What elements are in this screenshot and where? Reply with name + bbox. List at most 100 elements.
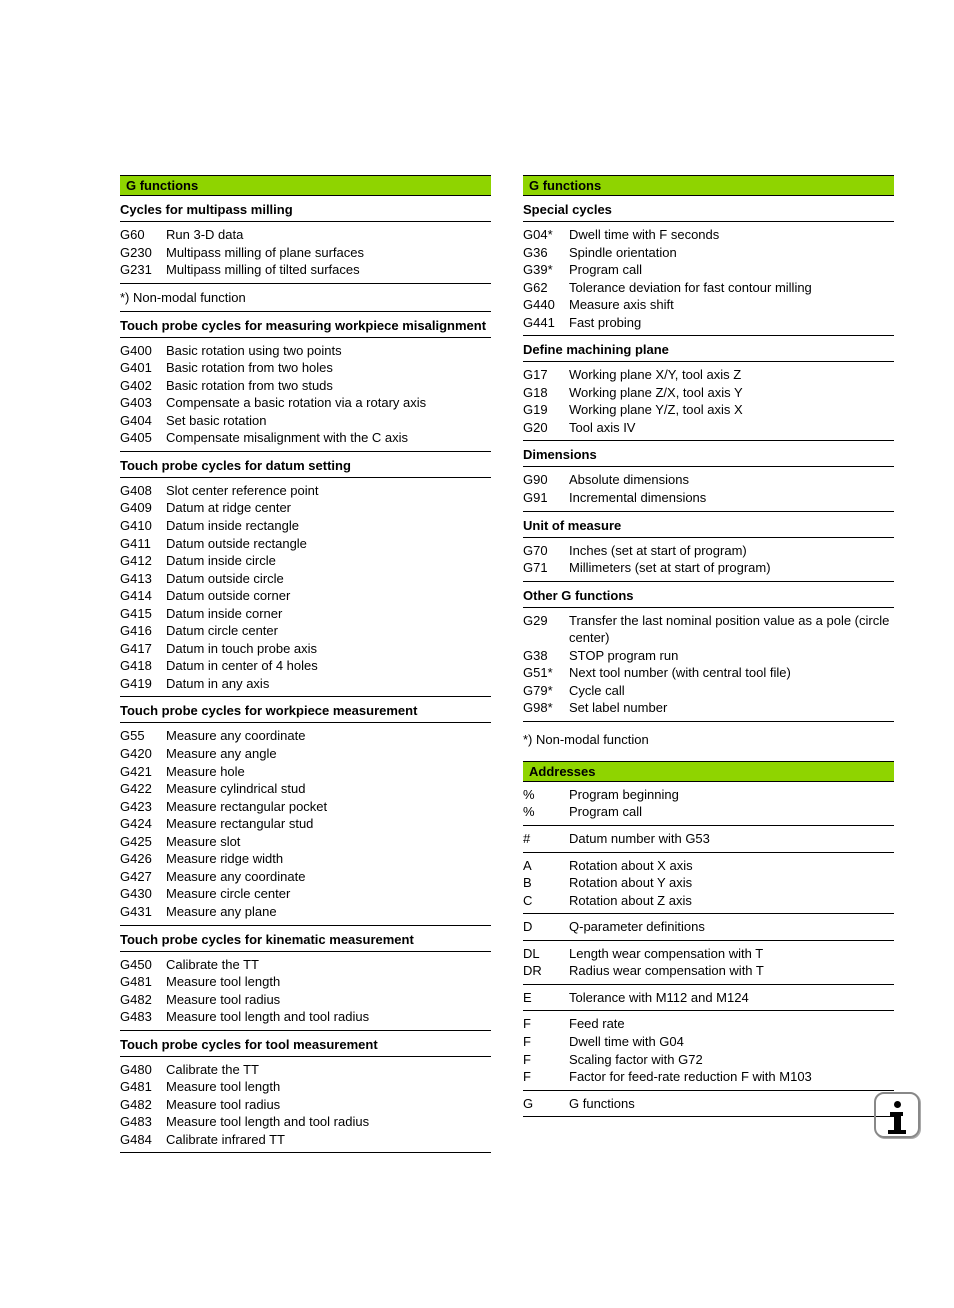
section-rows: G55Measure any coordinate G420Measure an…: [120, 727, 491, 924]
desc: Datum inside circle: [166, 552, 491, 570]
table-row: FDwell time with G04: [523, 1033, 894, 1051]
desc: Datum number with G53: [569, 830, 894, 848]
desc: Tolerance with M112 and M124: [569, 989, 894, 1007]
desc: Measure cylindrical stud: [166, 780, 491, 798]
table-row: ETolerance with M112 and M124: [523, 989, 894, 1007]
table-row: CRotation about Z axis: [523, 892, 894, 910]
table-row: G20Tool axis IV: [523, 419, 894, 437]
desc: Datum circle center: [166, 622, 491, 640]
desc: Measure tool length and tool radius: [166, 1008, 491, 1026]
table-row: G410Datum inside rectangle: [120, 517, 491, 535]
desc: Measure ridge width: [166, 850, 491, 868]
table-row: G416Datum circle center: [120, 622, 491, 640]
code: G402: [120, 377, 166, 395]
code: G411: [120, 535, 166, 553]
code: G70: [523, 542, 569, 560]
table-row: DLLength wear compensation with T: [523, 945, 894, 963]
desc: Basic rotation from two studs: [166, 377, 491, 395]
desc: Dwell time with F seconds: [569, 226, 894, 244]
table-row: BRotation about Y axis: [523, 874, 894, 892]
desc: Transfer the last nominal position value…: [569, 612, 894, 647]
address-group: %Program beginning %Program call: [523, 782, 894, 825]
code: G481: [120, 973, 166, 991]
right-column: G functions Special cycles G04*Dwell tim…: [523, 175, 894, 1153]
table-row: G426Measure ridge width: [120, 850, 491, 868]
table-row: G19Working plane Y/Z, tool axis X: [523, 401, 894, 419]
table-row: DQ-parameter definitions: [523, 918, 894, 936]
desc: Dwell time with G04: [569, 1033, 894, 1051]
table-row: G405Compensate misalignment with the C a…: [120, 429, 491, 447]
section-title: Special cycles: [523, 196, 894, 222]
section-rows: G400Basic rotation using two points G401…: [120, 342, 491, 451]
table-row: G427Measure any coordinate: [120, 868, 491, 886]
code: G29: [523, 612, 569, 647]
addresses-header: Addresses: [523, 761, 894, 782]
code: G55: [120, 727, 166, 745]
code: G230: [120, 244, 166, 262]
desc: STOP program run: [569, 647, 894, 665]
table-row: G79*Cycle call: [523, 682, 894, 700]
desc: Rotation about X axis: [569, 857, 894, 875]
code: G440: [523, 296, 569, 314]
non-modal-note: *) Non-modal function: [120, 283, 491, 311]
table-row: G483Measure tool length and tool radius: [120, 1113, 491, 1131]
table-row: G430Measure circle center: [120, 885, 491, 903]
desc: Cycle call: [569, 682, 894, 700]
code: G450: [120, 956, 166, 974]
rule: [523, 1116, 894, 1117]
code: F: [523, 1015, 569, 1033]
desc: Basic rotation from two holes: [166, 359, 491, 377]
table-row: G98*Set label number: [523, 699, 894, 717]
section-rows: G04*Dwell time with F seconds G36Spindle…: [523, 226, 894, 335]
left-column: G functions Cycles for multipass milling…: [120, 175, 491, 1153]
table-row: G422Measure cylindrical stud: [120, 780, 491, 798]
table-row: G36Spindle orientation: [523, 244, 894, 262]
g-functions-header-left: G functions: [120, 175, 491, 196]
code: DR: [523, 962, 569, 980]
table-row: G403Compensate a basic rotation via a ro…: [120, 394, 491, 412]
table-row: G230Multipass milling of plane surfaces: [120, 244, 491, 262]
table-row: G431Measure any plane: [120, 903, 491, 921]
desc: Measure rectangular pocket: [166, 798, 491, 816]
desc: Measure circle center: [166, 885, 491, 903]
code: G427: [120, 868, 166, 886]
code: G408: [120, 482, 166, 500]
section-rows: G17Working plane X/Y, tool axis Z G18Wor…: [523, 366, 894, 440]
desc: Program call: [569, 261, 894, 279]
table-row: G90Absolute dimensions: [523, 471, 894, 489]
desc: Next tool number (with central tool file…: [569, 664, 894, 682]
code: E: [523, 989, 569, 1007]
desc: Multipass milling of plane surfaces: [166, 244, 491, 262]
desc: Tolerance deviation for fast contour mil…: [569, 279, 894, 297]
table-row: FScaling factor with G72: [523, 1051, 894, 1069]
table-row: ARotation about X axis: [523, 857, 894, 875]
desc: Spindle orientation: [569, 244, 894, 262]
code: C: [523, 892, 569, 910]
desc: Datum inside rectangle: [166, 517, 491, 535]
code: G441: [523, 314, 569, 332]
table-row: G400Basic rotation using two points: [120, 342, 491, 360]
table-row: G231Multipass milling of tilted surfaces: [120, 261, 491, 279]
code: G91: [523, 489, 569, 507]
desc: Run 3-D data: [166, 226, 491, 244]
code: G422: [120, 780, 166, 798]
code: #: [523, 830, 569, 848]
address-group: GG functions: [523, 1091, 894, 1117]
section-title: Cycles for multipass milling: [120, 196, 491, 222]
desc: Calibrate the TT: [166, 956, 491, 974]
table-row: G38STOP program run: [523, 647, 894, 665]
code: DL: [523, 945, 569, 963]
section-title: Touch probe cycles for workpiece measure…: [120, 696, 491, 723]
table-row: G481Measure tool length: [120, 1078, 491, 1096]
code: A: [523, 857, 569, 875]
code: G417: [120, 640, 166, 658]
code: G420: [120, 745, 166, 763]
desc: Q-parameter definitions: [569, 918, 894, 936]
code: G403: [120, 394, 166, 412]
code: G484: [120, 1131, 166, 1149]
code: G38: [523, 647, 569, 665]
desc: Datum outside circle: [166, 570, 491, 588]
code: D: [523, 918, 569, 936]
code: B: [523, 874, 569, 892]
address-group: DLLength wear compensation with T DRRadi…: [523, 941, 894, 984]
